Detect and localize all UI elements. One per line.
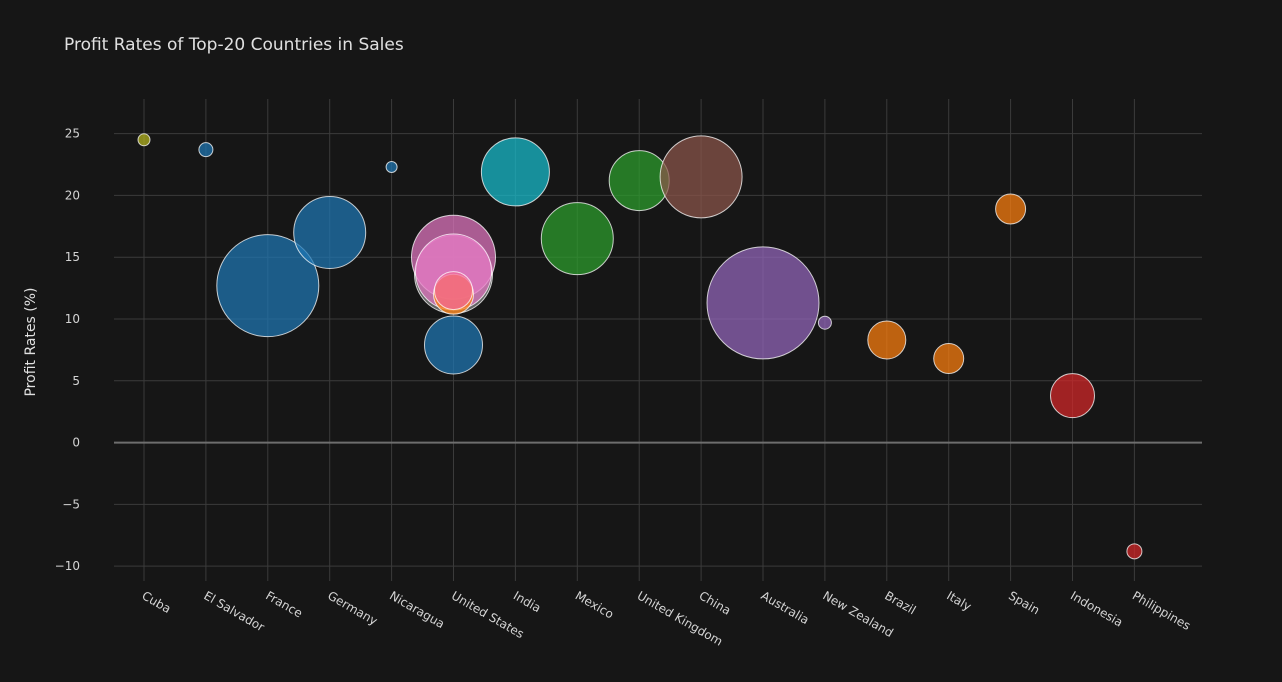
- bubble-point[interactable]: [933, 343, 965, 375]
- bubble-point[interactable]: [137, 133, 151, 147]
- y-tick-label: 5: [72, 374, 80, 388]
- bubble-point[interactable]: [385, 160, 398, 173]
- bubble-point[interactable]: [706, 246, 820, 360]
- y-tick-label: −10: [55, 559, 80, 573]
- bubble-point[interactable]: [293, 195, 367, 269]
- bubble-point[interactable]: [867, 320, 907, 360]
- x-tick-label: Mexico: [573, 588, 616, 621]
- y-axis-ticks: −10 −5 0 5 10 15 20 25: [55, 127, 80, 574]
- x-tick-label: Philippines: [1130, 588, 1193, 632]
- y-tick-label: 0: [72, 436, 80, 450]
- x-tick-label: Australia: [759, 588, 812, 627]
- bubble-point[interactable]: [540, 202, 614, 276]
- x-tick-label: Italy: [944, 588, 974, 613]
- bubble-point[interactable]: [659, 135, 743, 219]
- x-tick-label: Spain: [1006, 588, 1042, 617]
- bubble-point[interactable]: [434, 271, 473, 311]
- x-tick-label: Cuba: [140, 588, 174, 616]
- x-tick-label: Indonesia: [1068, 588, 1125, 629]
- bubble-point[interactable]: [424, 315, 483, 375]
- x-tick-label: Nicaragua: [387, 588, 447, 631]
- bubble-point[interactable]: [198, 142, 214, 158]
- y-axis-title: Profit Rates (%): [23, 287, 39, 396]
- chart-title: Profit Rates of Top-20 Countries in Sale…: [64, 35, 404, 55]
- y-tick-label: 15: [65, 250, 80, 264]
- y-tick-label: 25: [65, 127, 80, 141]
- bubble-point[interactable]: [995, 193, 1027, 225]
- bubbles: [137, 133, 1143, 560]
- x-tick-label: Brazil: [882, 588, 918, 617]
- y-tick-label: −5: [62, 497, 80, 511]
- bubble-point[interactable]: [480, 137, 550, 207]
- bubble-point[interactable]: [1126, 543, 1143, 560]
- bubble-point[interactable]: [817, 315, 832, 330]
- x-tick-label: India: [511, 588, 544, 615]
- bubble-point[interactable]: [1050, 373, 1095, 419]
- y-tick-label: 20: [65, 188, 80, 202]
- x-tick-label: Germany: [325, 588, 380, 628]
- y-tick-label: 10: [65, 312, 80, 326]
- bubble-point[interactable]: [216, 234, 320, 338]
- x-tick-label: El Salvador: [201, 588, 266, 634]
- x-tick-label: China: [697, 588, 734, 617]
- x-tick-label: France: [263, 588, 305, 620]
